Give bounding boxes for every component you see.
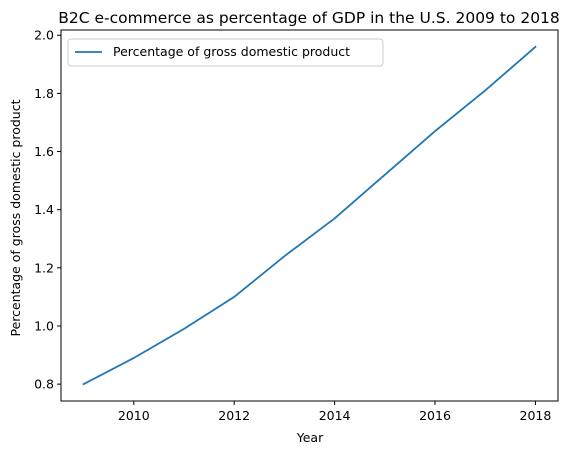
- x-tick-label-2010: 2010: [118, 408, 150, 423]
- x-tick-label-2018: 2018: [520, 408, 552, 423]
- plot-area: 2010 2012 2014 2016 2018 0.8 1.0 1.2 1.4 1.6 1.8 2.…: [34, 28, 559, 423]
- y-tick-label-1.0: 1.0: [34, 318, 54, 333]
- x-axis-label: Year: [296, 430, 324, 445]
- y-tick-label-1.8: 1.8: [34, 86, 54, 101]
- y-tick-label-1.6: 1.6: [34, 144, 54, 159]
- y-axis-label: Percentage of gross domestic product: [8, 99, 23, 336]
- x-tick-label-2014: 2014: [319, 408, 351, 423]
- y-tick-label-1.4: 1.4: [34, 202, 54, 217]
- y-tick-label-2.0: 2.0: [34, 28, 54, 43]
- series-line: [82, 45, 537, 386]
- x-tick-label-2016: 2016: [419, 408, 451, 423]
- axes-frame: [60, 29, 559, 402]
- chart-title: B2C e-commerce as percentage of GDP in t…: [58, 9, 560, 27]
- legend: Percentage of gross domestic product: [67, 38, 384, 67]
- y-tick-label-1.2: 1.2: [34, 260, 54, 275]
- legend-box: [67, 38, 384, 67]
- y-tick-label-0.8: 0.8: [34, 377, 54, 392]
- x-tick-label-2012: 2012: [218, 408, 250, 423]
- legend-label: Percentage of gross domestic product: [113, 44, 350, 59]
